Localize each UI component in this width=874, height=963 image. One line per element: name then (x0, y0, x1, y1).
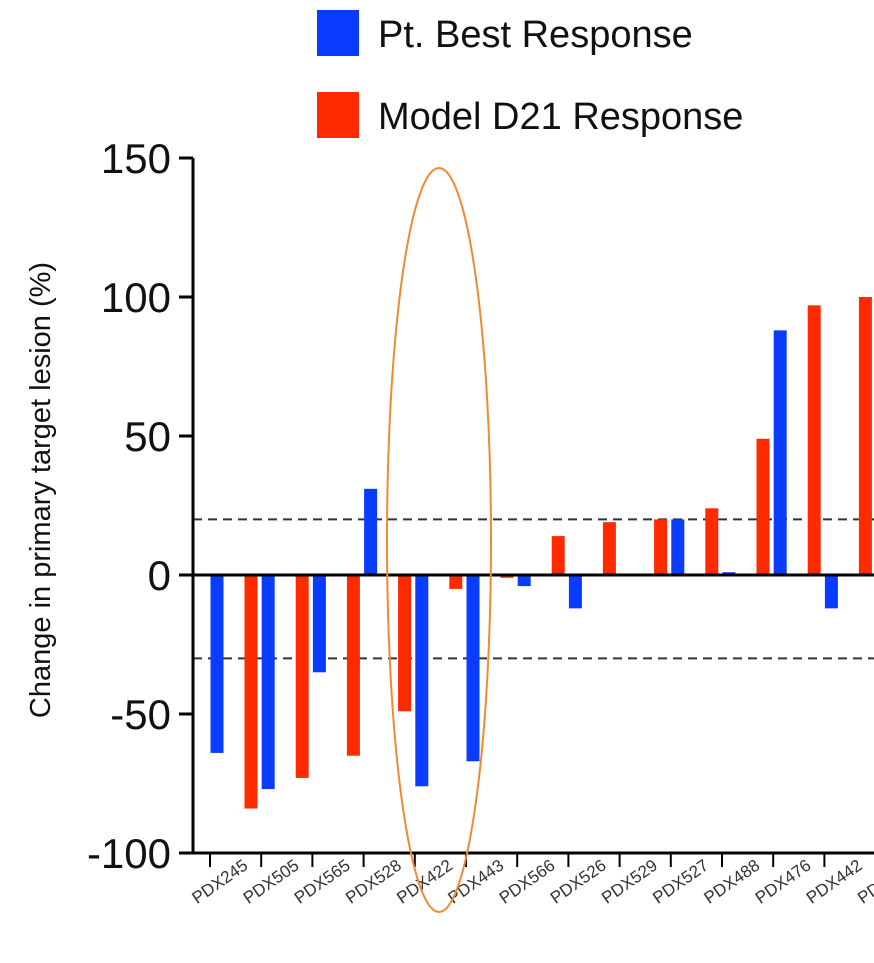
x-tick-label-pdx529: PDX529 (598, 856, 661, 908)
bar-pdx566-model (551, 536, 565, 575)
bar-pdx565-model (346, 575, 360, 756)
y-axis-title: Change in primary target lesion (%) (25, 262, 57, 718)
bar-pdx528-patient (364, 488, 378, 575)
x-tick-label-pdx488: PDX488 (701, 856, 764, 908)
bar-pdx505-model (295, 575, 309, 778)
legend-label-1: Pt. Best Response (378, 14, 693, 56)
y-tick-label: -50 (110, 691, 171, 738)
x-tick-label-pdx442: PDX442 (803, 856, 866, 908)
y-tick-label: 100 (101, 274, 171, 321)
bar-pdx422-patient (415, 575, 429, 787)
x-tick-label-pdx476: PDX476 (752, 856, 815, 908)
x-tick-label-pdx443: PDX443 (445, 856, 508, 908)
axes: 150 100 50 0 -50 -100 PDX245PDX505PDX565PDX528… (87, 135, 874, 908)
bar-pdx527-patient (671, 519, 685, 575)
bar-pdx565-patient (312, 575, 326, 673)
x-tick-label-pdx527: PDX527 (649, 856, 712, 908)
highlight-ellipse (386, 167, 492, 913)
y-tick-label: 150 (101, 135, 171, 182)
bar-pdx476-model (807, 305, 821, 575)
bar-pdx443-patient (466, 575, 480, 762)
x-tick-label-pdx566: PDX566 (496, 856, 559, 908)
bar-pdx476-patient (773, 330, 787, 575)
bar-pdx245-patient (210, 575, 224, 753)
legend: Pt. Best Response Model D21 Response (317, 10, 743, 138)
bars (210, 297, 872, 809)
bar-pdx526-patient (568, 575, 582, 609)
bar-pdx422-model (449, 575, 463, 589)
x-tick-label-pdx528: PDX528 (342, 856, 405, 908)
x-tick-label-pdx245: PDX245 (189, 856, 252, 908)
bar-pdx488-model (756, 438, 770, 575)
bar-pdx442-model (858, 297, 872, 575)
x-tick-label-pdx565: PDX565 (291, 856, 354, 908)
bar-pdx505-patient (261, 575, 275, 790)
y-tick-label: 50 (124, 413, 171, 460)
bar-pdx528-model (398, 575, 412, 712)
legend-swatch-2 (317, 92, 359, 138)
legend-swatch-1 (317, 10, 359, 56)
bar-pdx566-patient (517, 575, 531, 587)
annotation (386, 167, 492, 913)
y-tick-label: -100 (87, 830, 171, 877)
bar-pdx442-patient (824, 575, 838, 609)
x-tick-label-pdx505: PDX505 (240, 856, 303, 908)
bar-pdx529-model (654, 519, 668, 575)
y-tick-label: 0 (148, 552, 171, 599)
x-tick-label-pdx526: PDX526 (547, 856, 610, 908)
bar-pdx526-model (602, 522, 616, 575)
legend-label-2: Model D21 Response (378, 96, 743, 138)
bar-pdx245-model (244, 575, 258, 809)
reference-lines (193, 518, 874, 660)
bar-pdx527-model (705, 508, 719, 575)
